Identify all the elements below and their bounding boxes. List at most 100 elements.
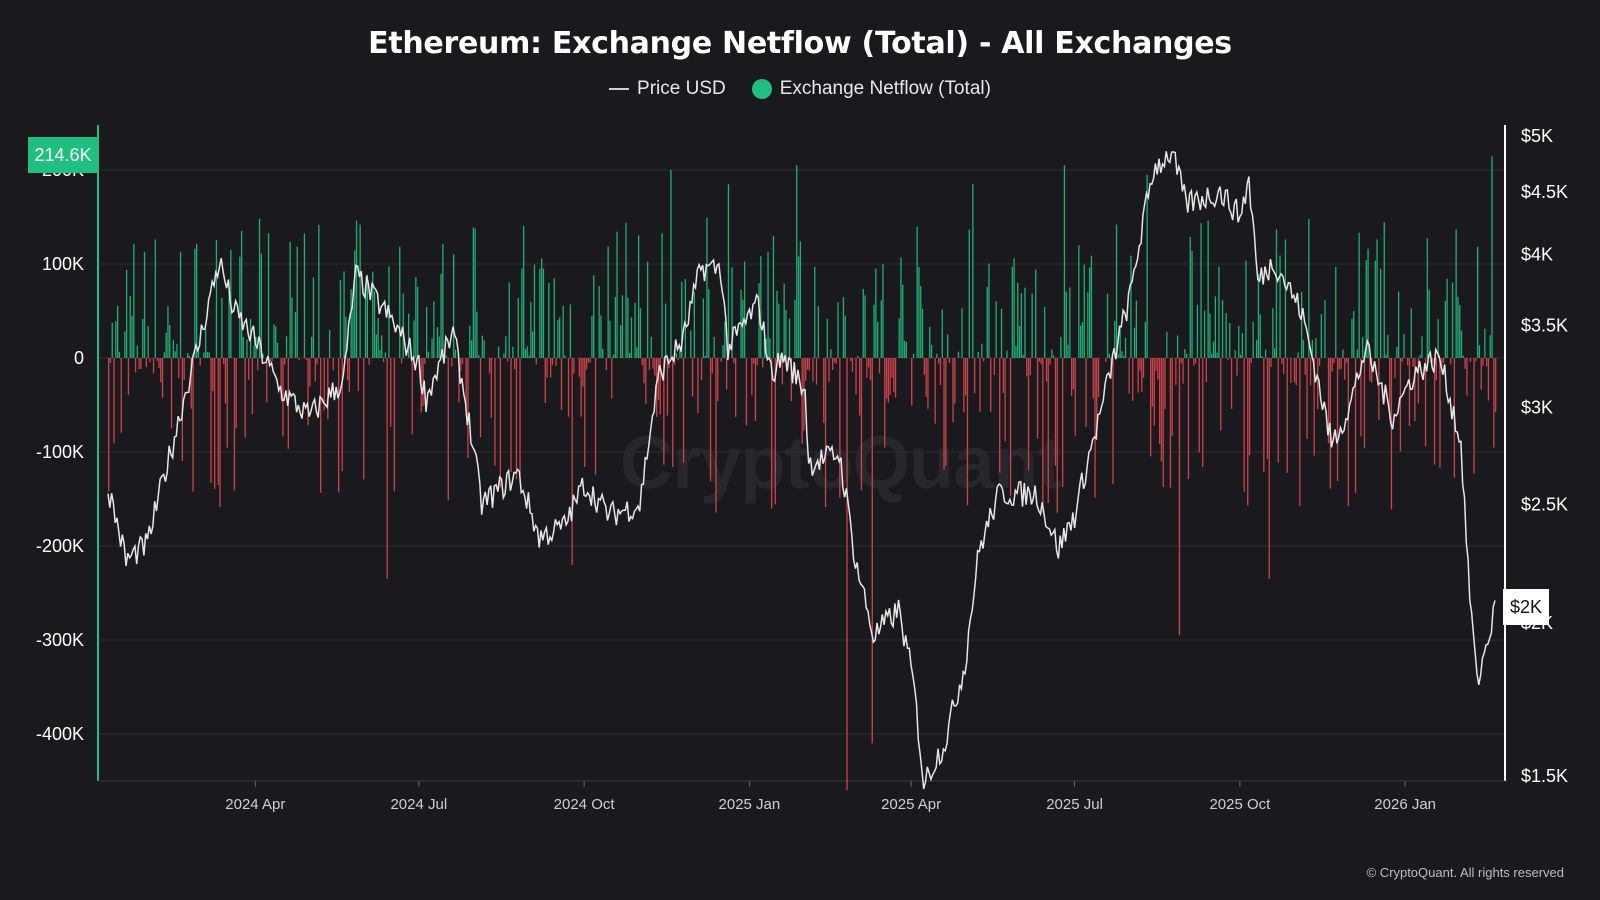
netflow-bar: [1186, 353, 1188, 358]
right-axis-tick-label: $5K: [1521, 126, 1553, 146]
netflow-bar: [512, 346, 514, 358]
netflow-bar: [832, 358, 834, 370]
netflow-bar: [1324, 300, 1326, 358]
netflow-bar: [203, 352, 205, 358]
netflow-bar: [497, 346, 500, 358]
netflow-bar: [312, 277, 315, 358]
netflow-bar: [134, 358, 137, 373]
netflow-bar: [1067, 345, 1069, 358]
netflow-bar: [257, 358, 259, 371]
netflow-bar: [702, 298, 704, 358]
netflow-bar: [368, 358, 370, 365]
netflow-bar: [1017, 282, 1019, 358]
netflow-bar: [1236, 358, 1238, 376]
netflow-bar: [1252, 321, 1254, 358]
netflow-bar: [1225, 313, 1227, 358]
netflow-bar: [972, 184, 974, 358]
netflow-bar: [891, 358, 893, 378]
netflow-bar: [754, 358, 757, 421]
netflow-bar: [724, 321, 726, 358]
netflow-bar: [889, 358, 891, 395]
netflow-bar: [1108, 353, 1110, 358]
netflow-bar: [1006, 350, 1008, 358]
netflow-bar: [902, 284, 904, 358]
netflow-bar: [614, 297, 616, 358]
netflow-bar: [347, 358, 349, 381]
netflow-bar: [219, 358, 221, 507]
netflow-bar: [508, 282, 510, 358]
netflow-bar: [143, 252, 146, 358]
netflow-bar: [731, 267, 733, 358]
netflow-bar: [1166, 331, 1168, 358]
netflow-bar: [857, 355, 859, 358]
netflow-bar: [1036, 358, 1039, 439]
netflow-bar: [684, 279, 686, 358]
netflow-bar: [354, 250, 356, 358]
netflow-bar: [188, 356, 191, 358]
netflow-bar: [1191, 251, 1193, 358]
netflow-bar: [490, 358, 492, 418]
netflow-bar: [1060, 336, 1062, 358]
netflow-bar: [1054, 358, 1057, 466]
netflow-bar: [1164, 358, 1166, 409]
netflow-bar: [1171, 358, 1173, 436]
netflow-bar: [1250, 358, 1252, 363]
netflow-bar: [1121, 351, 1123, 358]
netflow-bar: [762, 358, 764, 368]
price-line-swatch: [609, 88, 630, 90]
netflow-bar: [938, 358, 940, 364]
netflow-bar: [609, 320, 611, 358]
x-axis-tick-label: 2025 Jan: [719, 796, 781, 813]
netflow-bar: [438, 336, 440, 358]
netflow-bar: [1004, 358, 1006, 442]
netflow-bar: [1263, 358, 1265, 472]
netflow-bar: [1230, 358, 1233, 409]
current-netflow-badge: 214.6K: [28, 137, 98, 173]
netflow-bar: [275, 326, 277, 358]
netflow-bar: [1408, 358, 1411, 426]
netflow-bar: [672, 358, 674, 468]
netflow-bar: [875, 268, 877, 358]
netflow-bar: [433, 301, 435, 358]
netflow-bar: [131, 315, 133, 358]
netflow-bar: [921, 308, 924, 358]
netflow-bar: [1459, 305, 1461, 358]
netflow-bar: [1031, 293, 1033, 358]
netflow-bar: [1051, 349, 1053, 358]
netflow-bar: [771, 358, 773, 509]
netflow-bar: [1195, 358, 1197, 364]
netflow-bar: [1011, 266, 1013, 358]
netflow-bar: [1155, 358, 1157, 371]
netflow-bar: [1495, 358, 1497, 412]
netflow-bar: [187, 353, 189, 358]
netflow-bar: [1369, 358, 1371, 382]
netflow-bar: [593, 275, 595, 358]
netflow-bar: [305, 358, 307, 360]
netflow-bar: [1248, 358, 1251, 456]
netflow-bar: [898, 318, 900, 358]
netflow-bar: [223, 358, 225, 364]
netflow-bar: [650, 336, 652, 358]
netflow-bar: [381, 335, 383, 358]
netflow-bar: [1187, 358, 1190, 480]
legend-item-price[interactable]: Price USD: [609, 78, 726, 100]
netflow-bar: [878, 358, 881, 374]
legend-item-netflow[interactable]: Exchange Netflow (Total): [751, 78, 991, 100]
netflow-bar: [855, 358, 857, 395]
netflow-bar: [837, 302, 839, 358]
netflow-bar: [934, 358, 936, 424]
netflow-bar: [844, 315, 846, 358]
netflow-bar: [648, 358, 651, 370]
netflow-bar: [1421, 336, 1423, 358]
netflow-bar: [1013, 258, 1015, 358]
netflow-bar: [654, 358, 656, 376]
netflow-bar: [1207, 220, 1209, 358]
netflow-bar: [1000, 308, 1003, 358]
netflow-bar: [627, 297, 629, 358]
netflow-bar: [1363, 358, 1366, 449]
netflow-bar: [1358, 232, 1360, 358]
netflow-bar: [988, 263, 990, 358]
netflow-bar: [1182, 358, 1184, 384]
netflow-bar: [251, 358, 253, 415]
netflow-bar: [954, 358, 956, 404]
